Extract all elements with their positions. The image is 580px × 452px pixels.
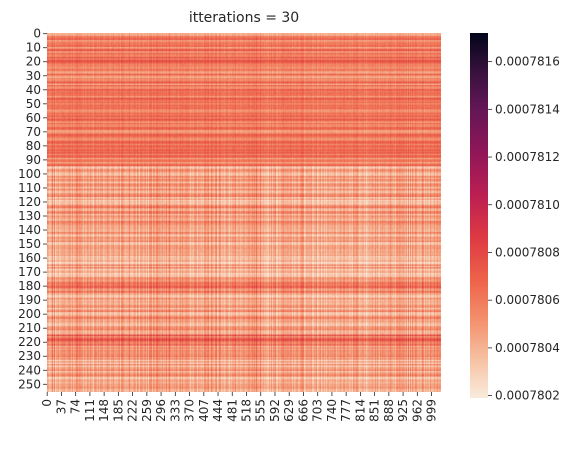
y-tick-label: 120 [18, 195, 41, 209]
x-axis: 0 37 74 111 148 185 222 259 296 333 370 407 444 481 51… [40, 392, 439, 422]
x-tick-label: 148 [97, 399, 111, 422]
y-tick-label: 90 [26, 153, 41, 167]
colorbar-tick-label: 0.0007802 [495, 389, 560, 403]
x-tick-label: 814 [353, 399, 367, 422]
x-tick-label: 37 [54, 399, 68, 414]
x-tick-label: 592 [268, 399, 282, 422]
x-tick-label: 444 [211, 399, 225, 422]
y-tick-label: 240 [18, 363, 41, 377]
x-tick-label: 851 [368, 399, 382, 422]
x-tick-label: 740 [325, 399, 339, 422]
chart-title: itterations = 30 [189, 10, 299, 26]
x-tick-label: 185 [111, 399, 125, 422]
colorbar-tick-label: 0.0007814 [495, 102, 560, 116]
x-tick-label: 888 [382, 399, 396, 422]
colorbar-tick-label: 0.0007804 [495, 341, 560, 355]
x-tick-label: 666 [296, 399, 310, 422]
x-tick-label: 0 [40, 399, 54, 407]
y-tick-label: 250 [18, 377, 41, 391]
colorbar-gradient [470, 33, 488, 398]
y-tick-label: 190 [18, 293, 41, 307]
y-tick-label: 220 [18, 335, 41, 349]
x-tick-label: 777 [339, 399, 353, 422]
colorbar-tick-label: 0.0007810 [495, 198, 560, 212]
x-tick-label: 333 [168, 399, 182, 422]
x-tick-label: 222 [126, 399, 140, 422]
y-tick-label: 130 [18, 209, 41, 223]
y-tick-label: 110 [18, 181, 41, 195]
x-tick-label: 407 [197, 399, 211, 422]
y-tick-label: 80 [26, 139, 41, 153]
colorbar-axis: 0.0007802 0.0007804 0.0007806 0.0007808 0.00… [488, 55, 560, 403]
y-tick-label: 20 [26, 55, 41, 69]
x-tick-label: 111 [83, 399, 97, 422]
x-tick-label: 481 [225, 399, 239, 422]
y-tick-label: 210 [18, 321, 41, 335]
x-tick-label: 74 [69, 399, 83, 414]
colorbar [470, 33, 488, 398]
colorbar-tick-label: 0.0007806 [495, 293, 560, 307]
x-tick-label: 518 [240, 399, 254, 422]
y-tick-label: 70 [26, 125, 41, 139]
x-tick-label: 296 [154, 399, 168, 422]
y-tick-label: 180 [18, 279, 41, 293]
y-axis: 0102030405060708090100110120130140150160… [18, 27, 47, 391]
y-tick-label: 0 [33, 27, 41, 41]
x-tick-label: 629 [282, 399, 296, 422]
x-tick-label: 703 [311, 399, 325, 422]
x-tick-label: 370 [183, 399, 197, 422]
y-tick-label: 140 [18, 223, 41, 237]
y-tick-label: 60 [26, 111, 41, 125]
colorbar-tick-label: 0.0007812 [495, 150, 560, 164]
x-tick-label: 999 [425, 399, 439, 422]
y-tick-label: 50 [26, 97, 41, 111]
heatmap-cells [47, 33, 441, 392]
x-tick-label: 925 [396, 399, 410, 422]
y-tick-label: 170 [18, 265, 41, 279]
x-tick-label: 962 [410, 399, 424, 422]
x-tick-label: 555 [254, 399, 268, 422]
colorbar-tick-label: 0.0007808 [495, 245, 560, 259]
y-tick-label: 10 [26, 41, 41, 55]
y-tick-label: 40 [26, 83, 41, 97]
y-tick-label: 160 [18, 251, 41, 265]
x-tick-label: 259 [140, 399, 154, 422]
y-tick-label: 230 [18, 349, 41, 363]
y-tick-label: 30 [26, 69, 41, 83]
colorbar-tick-label: 0.0007816 [495, 55, 560, 69]
y-tick-label: 200 [18, 307, 41, 321]
heatmap-plot-area [47, 33, 441, 392]
y-tick-label: 150 [18, 237, 41, 251]
y-tick-label: 100 [18, 167, 41, 181]
